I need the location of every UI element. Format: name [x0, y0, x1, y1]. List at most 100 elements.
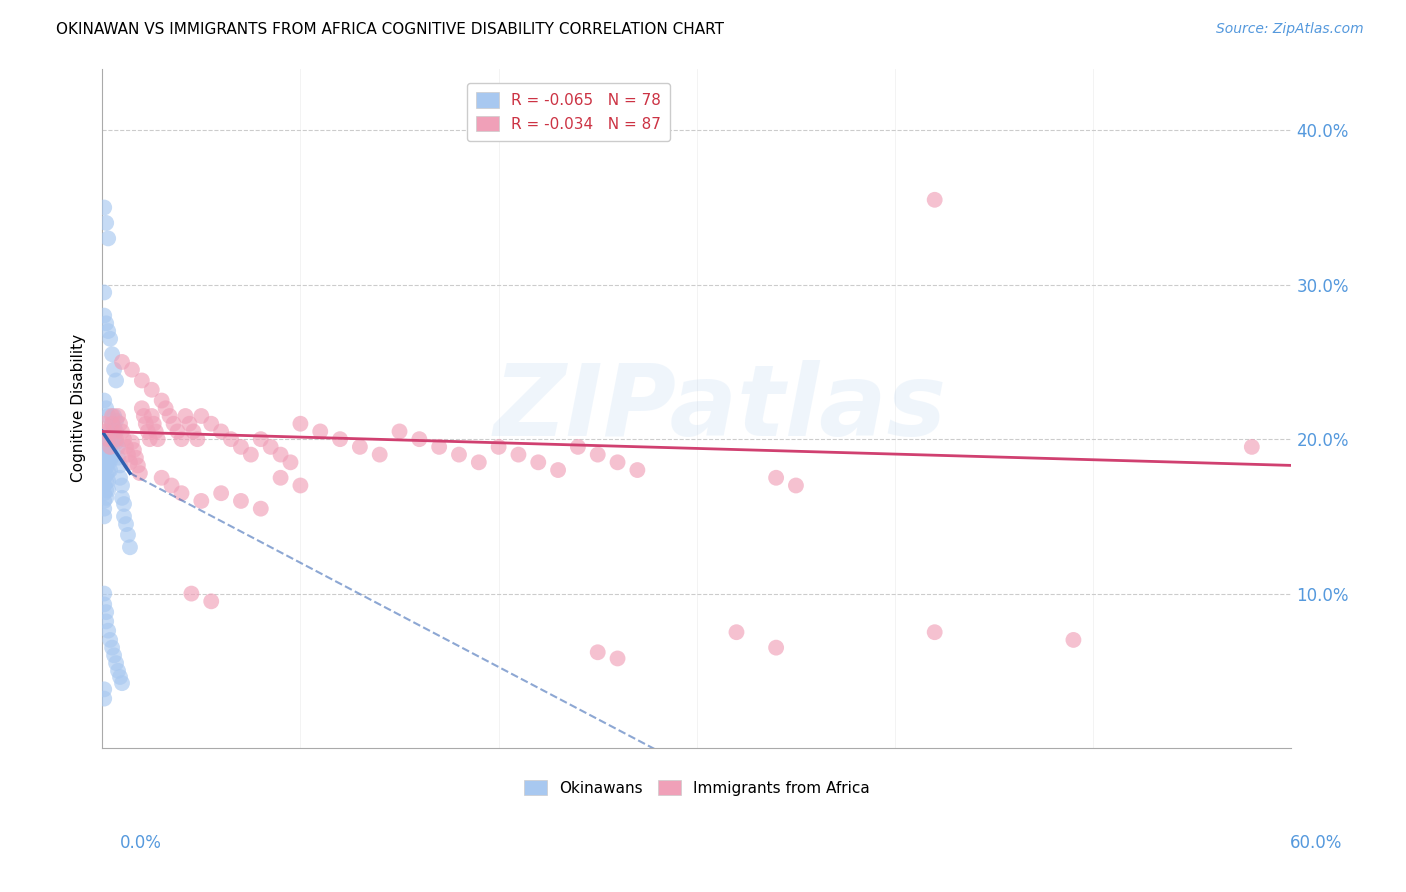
Point	[447, 448, 470, 462]
Point	[368, 448, 391, 462]
Point	[97, 465, 120, 479]
Point	[239, 448, 262, 462]
Point	[924, 193, 946, 207]
Point	[117, 528, 139, 542]
Point	[98, 440, 121, 454]
Point	[96, 491, 118, 505]
Point	[249, 501, 271, 516]
Point	[97, 483, 120, 497]
Point	[93, 478, 115, 492]
Point	[115, 440, 138, 454]
Point	[488, 440, 510, 454]
Point	[107, 450, 129, 465]
Point	[97, 442, 120, 457]
Point	[96, 605, 118, 619]
Point	[93, 455, 115, 469]
Point	[924, 625, 946, 640]
Point	[93, 463, 115, 477]
Point	[309, 425, 332, 439]
Point	[93, 393, 115, 408]
Point	[260, 440, 283, 454]
Point	[626, 463, 648, 477]
Point	[150, 393, 173, 408]
Point	[96, 401, 118, 416]
Point	[98, 454, 121, 468]
Point	[547, 463, 569, 477]
Point	[112, 509, 135, 524]
Point	[108, 458, 131, 473]
Point	[115, 517, 138, 532]
Text: Source: ZipAtlas.com: Source: ZipAtlas.com	[1216, 22, 1364, 37]
Point	[96, 483, 118, 497]
Text: ZIPatlas: ZIPatlas	[494, 359, 948, 457]
Point	[280, 455, 302, 469]
Point	[96, 316, 118, 330]
Point	[93, 285, 115, 300]
Point	[508, 448, 530, 462]
Point	[128, 466, 150, 480]
Point	[170, 432, 193, 446]
Point	[121, 435, 143, 450]
Point	[93, 509, 115, 524]
Point	[96, 475, 118, 490]
Point	[209, 486, 232, 500]
Point	[97, 454, 120, 468]
Point	[105, 374, 128, 388]
Point	[527, 455, 550, 469]
Text: 0.0%: 0.0%	[120, 834, 162, 852]
Point	[96, 467, 118, 482]
Point	[103, 431, 125, 445]
Point	[97, 324, 120, 338]
Point	[131, 401, 153, 416]
Point	[96, 425, 118, 439]
Point	[93, 494, 115, 508]
Point	[586, 448, 609, 462]
Point	[329, 432, 352, 446]
Point	[200, 417, 222, 431]
Text: 60.0%: 60.0%	[1291, 834, 1343, 852]
Point	[111, 478, 134, 492]
Point	[408, 432, 430, 446]
Point	[190, 409, 212, 423]
Point	[229, 440, 252, 454]
Point	[136, 425, 159, 439]
Point	[98, 435, 121, 450]
Point	[785, 478, 807, 492]
Point	[97, 231, 120, 245]
Point	[159, 409, 181, 423]
Point	[101, 417, 124, 431]
Point	[219, 432, 242, 446]
Point	[96, 216, 118, 230]
Point	[107, 664, 129, 678]
Point	[105, 435, 128, 450]
Point	[132, 409, 155, 423]
Point	[101, 640, 124, 655]
Point	[93, 682, 115, 697]
Point	[270, 448, 292, 462]
Point	[180, 586, 202, 600]
Point	[127, 458, 149, 473]
Point	[96, 450, 118, 465]
Point	[105, 414, 128, 428]
Point	[93, 486, 115, 500]
Point	[98, 444, 121, 458]
Point	[270, 471, 292, 485]
Point	[107, 409, 129, 423]
Point	[141, 383, 163, 397]
Point	[98, 632, 121, 647]
Point	[186, 432, 208, 446]
Point	[101, 449, 124, 463]
Legend: Okinawans, Immigrants from Africa: Okinawans, Immigrants from Africa	[515, 771, 879, 805]
Point	[105, 432, 128, 446]
Point	[103, 362, 125, 376]
Point	[93, 471, 115, 485]
Point	[290, 478, 312, 492]
Point	[101, 438, 124, 452]
Point	[111, 355, 134, 369]
Text: OKINAWAN VS IMMIGRANTS FROM AFRICA COGNITIVE DISABILITY CORRELATION CHART: OKINAWAN VS IMMIGRANTS FROM AFRICA COGNI…	[56, 22, 724, 37]
Point	[98, 463, 121, 477]
Point	[98, 425, 121, 439]
Point	[108, 471, 131, 485]
Point	[93, 417, 115, 431]
Point	[249, 432, 271, 446]
